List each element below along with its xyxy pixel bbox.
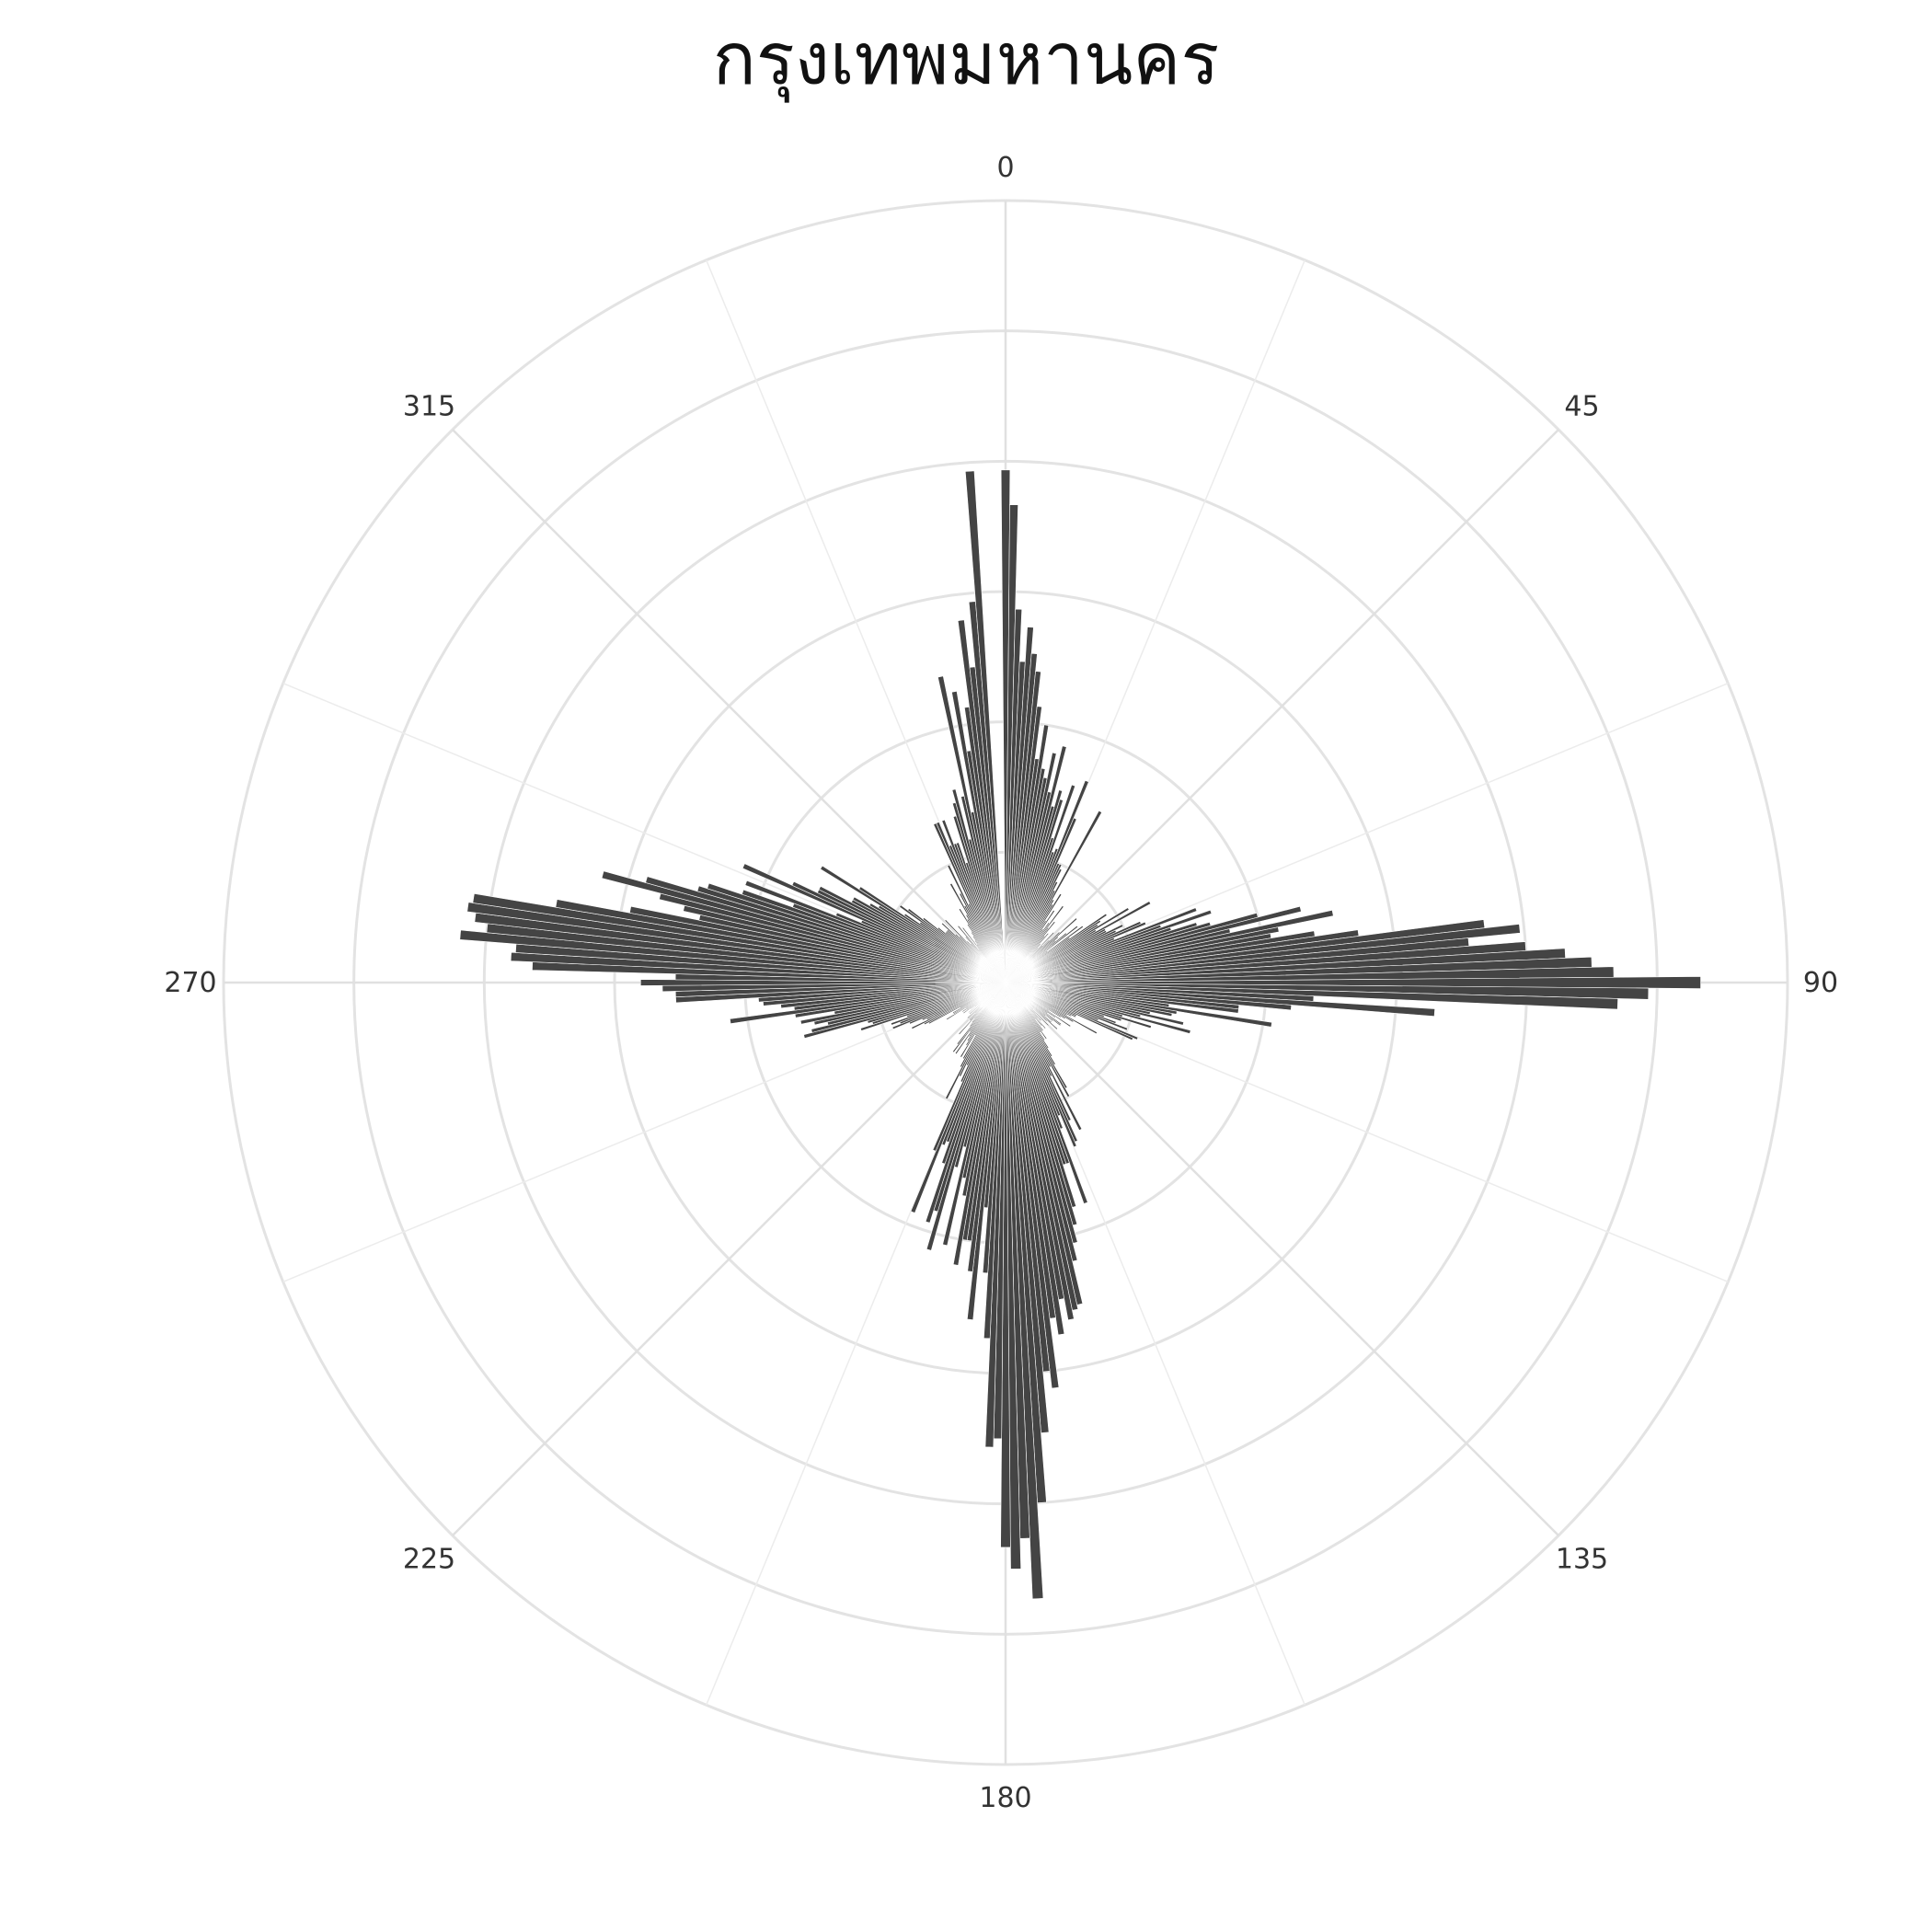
bar <box>1005 982 1071 1098</box>
bar <box>890 982 1006 1026</box>
bar <box>956 842 1006 983</box>
bar <box>640 979 1006 986</box>
bar <box>1005 913 1108 983</box>
angular-tick-label: 225 <box>403 1544 455 1576</box>
angular-tick-labels: 0 45 90 135 180 225 270 315 <box>164 152 1838 1814</box>
bar <box>1005 921 1147 983</box>
angular-tick-label: 270 <box>164 967 216 999</box>
bar <box>1005 919 1101 983</box>
angular-gridline <box>452 429 1006 983</box>
bar <box>911 982 1006 1029</box>
bar <box>964 470 1006 983</box>
bar <box>799 982 1006 1025</box>
bar <box>941 819 1006 983</box>
chart-title: กรุงเทพมหานคร <box>712 18 1220 101</box>
angular-tick-label: 180 <box>979 1782 1031 1814</box>
bar <box>1005 909 1213 983</box>
angular-tick-label: 90 <box>1803 967 1838 999</box>
bar <box>730 982 1006 1025</box>
bar <box>1005 982 1083 1131</box>
bar <box>1005 982 1077 1148</box>
bar <box>1005 926 1280 983</box>
bar <box>951 788 1006 983</box>
bar <box>891 982 1006 1029</box>
angular-tick-label: 315 <box>403 391 455 423</box>
bar <box>1005 901 1152 983</box>
bar <box>1005 982 1065 1336</box>
bar <box>957 619 1006 983</box>
bar <box>1005 924 1124 983</box>
bar <box>936 822 1006 983</box>
angular-tick-label: 135 <box>1556 1544 1608 1576</box>
bar <box>1005 907 1198 983</box>
bar <box>811 982 1006 1033</box>
bar <box>947 864 1006 983</box>
angular-gridline <box>452 982 1006 1536</box>
bar <box>951 690 1006 983</box>
bar <box>949 882 1006 983</box>
angular-gridline <box>282 982 1006 1282</box>
angular-gridline <box>1005 429 1559 983</box>
bar <box>1005 982 1060 1389</box>
bar <box>1000 469 1011 983</box>
bar <box>1005 909 1334 983</box>
bar <box>1005 976 1701 989</box>
angular-gridline <box>1005 982 1559 1536</box>
bar <box>1005 907 1130 983</box>
bar <box>937 675 1006 983</box>
bar <box>803 982 1006 1039</box>
angular-tick-label: 0 <box>996 152 1014 184</box>
bars <box>459 469 1701 1600</box>
bar <box>1005 924 1521 983</box>
bar <box>859 982 1006 1031</box>
angular-tick-label: 45 <box>1564 391 1599 423</box>
bar <box>1000 982 1011 1548</box>
bar <box>1005 982 1088 1204</box>
bar <box>1005 982 1075 1321</box>
bar <box>1005 905 1302 983</box>
bar <box>1005 982 1044 1600</box>
